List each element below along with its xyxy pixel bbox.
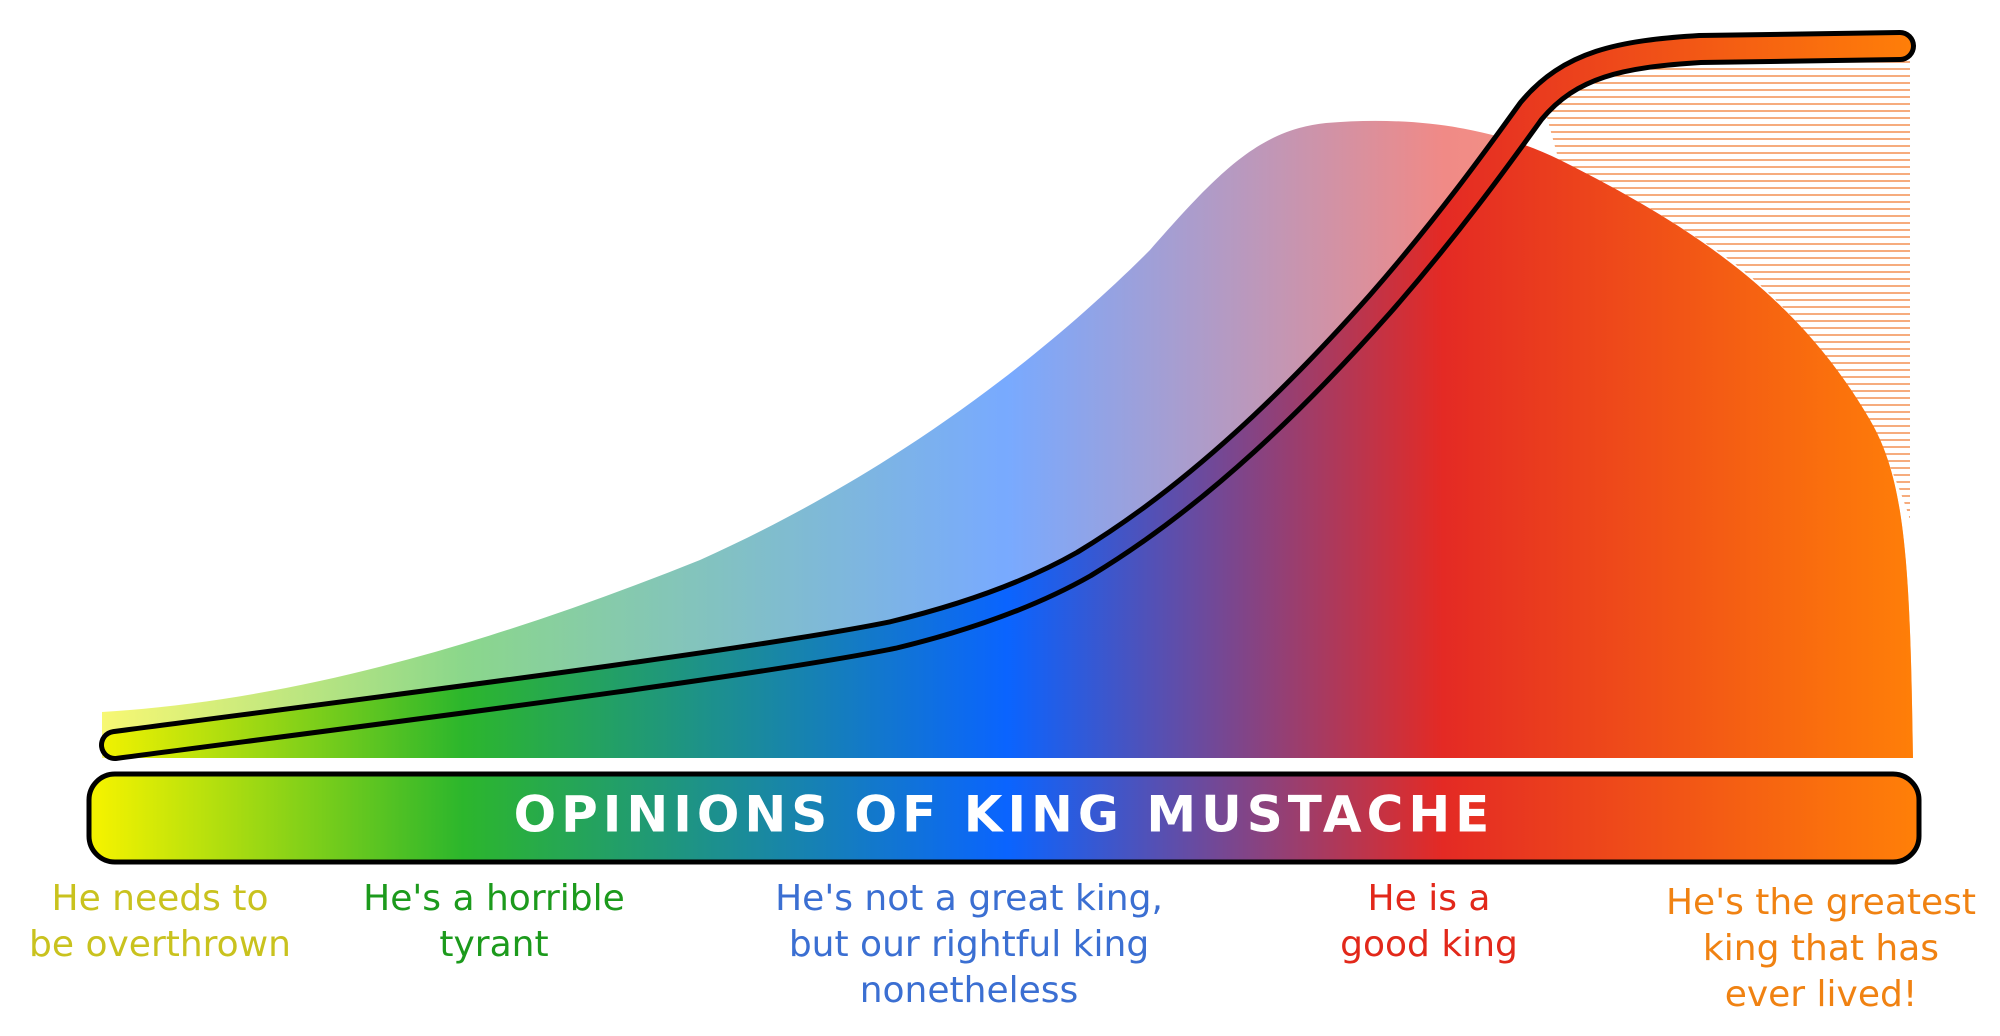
opinion-label: but our rightful king [789,924,1149,965]
banner-title: OPINIONS OF KING MUSTACHE [514,786,1495,844]
opinion-label: tyrant [439,924,548,965]
opinion-label: He needs to [52,878,269,919]
opinion-label: ever lived! [1725,974,1918,1015]
opinion-label: good king [1340,924,1518,965]
opinion-label: be overthrown [29,924,291,965]
opinion-label: king that has [1703,928,1939,969]
tube [104,35,1911,756]
opinion-label: He's not a great king, [775,878,1163,919]
opinion-label: He is a [1368,878,1491,919]
labels: He needs to be overthrown He's a horrible t… [29,878,1976,1015]
banner [86,771,1922,865]
opinion-label: nonetheless [860,970,1079,1011]
opinion-label: He's the greatest [1666,882,1976,923]
opinion-label: He's a horrible [363,878,625,919]
